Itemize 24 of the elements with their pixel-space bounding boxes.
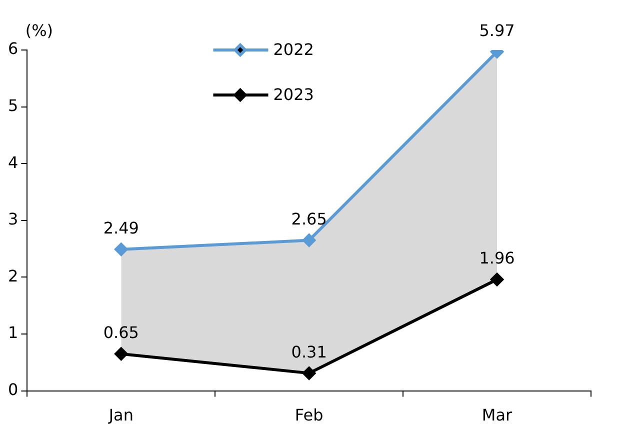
data-label: 0.31	[291, 342, 327, 362]
y-tick-label: 0	[8, 380, 18, 399]
legend-label: 2023	[273, 85, 314, 104]
y-tick-label: 4	[8, 152, 18, 172]
y-tick-label: 3	[8, 210, 18, 229]
data-label: 5.97	[479, 20, 515, 40]
x-tick-label: Jan	[108, 406, 134, 425]
point	[114, 347, 128, 360]
point	[490, 272, 504, 286]
y-tick-label: 1	[8, 323, 18, 342]
data-label: 0.65	[103, 323, 139, 342]
legend-label: 2022	[273, 40, 314, 60]
y-axis-title: (%)	[25, 21, 54, 40]
data-label: 2.65	[291, 209, 327, 228]
data-label: 2.49	[103, 218, 139, 238]
x-tick-label: Feb	[294, 406, 324, 425]
y-tick-label: 6	[8, 39, 18, 58]
point	[114, 242, 128, 256]
y-tick-label: 5	[8, 96, 18, 115]
point	[302, 366, 316, 380]
x-tick-label: Mar	[482, 406, 513, 425]
y-tick-label: 2	[8, 266, 18, 286]
data-label: 1.96	[479, 248, 515, 268]
point	[302, 234, 316, 247]
